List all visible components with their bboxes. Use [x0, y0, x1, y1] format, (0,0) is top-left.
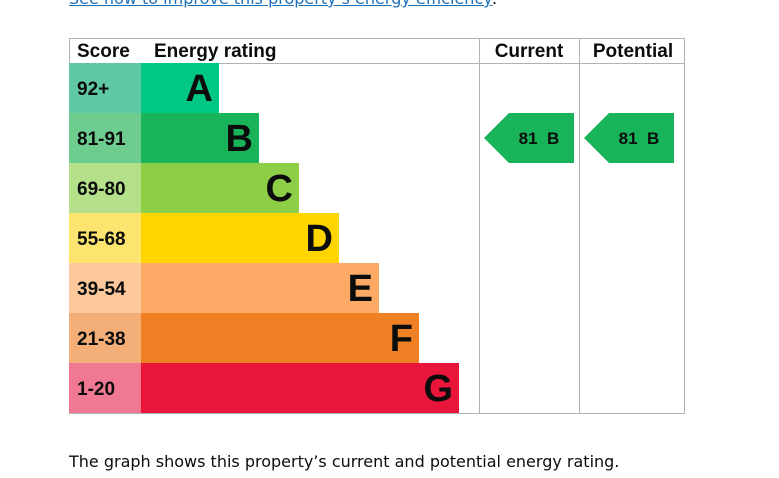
rating-letter: B — [226, 118, 253, 160]
rating-letter: F — [390, 318, 413, 360]
score-cell — [69, 313, 141, 363]
header-energy-rating: Energy rating — [154, 41, 276, 62]
rating-letter: C — [266, 168, 293, 210]
score-label: 1-20 — [77, 379, 115, 400]
rating-bands: 92+ A 81-91 B 69-80 C 55-68 D 39-54 E 21-38 F 1-20 G — [69, 63, 459, 413]
score-cell — [69, 163, 141, 213]
score-label: 21-38 — [77, 329, 126, 350]
current-rating-arrow — [484, 113, 574, 163]
rating-bar — [141, 263, 379, 313]
score-cell — [69, 263, 141, 313]
rating-indicators: 81 B 81 B — [484, 113, 674, 163]
current-rating-label: 81 B — [519, 129, 560, 148]
potential-rating-label: 81 B — [619, 129, 660, 148]
rating-bar — [141, 313, 419, 363]
header-current: Current — [495, 41, 564, 62]
rating-letter: D — [306, 218, 333, 260]
rating-letter: A — [186, 68, 213, 110]
rating-bar — [141, 363, 459, 413]
score-cell — [69, 113, 141, 163]
rating-bar — [141, 63, 219, 113]
improve-efficiency-link[interactable]: See how to improve this property’s energ… — [69, 0, 493, 8]
rating-bar — [141, 163, 299, 213]
score-cell — [69, 63, 141, 113]
score-label: 81-91 — [77, 129, 126, 150]
rating-letter: G — [423, 368, 453, 410]
link-suffix: . — [492, 0, 497, 8]
score-cell — [69, 213, 141, 263]
score-label: 69-80 — [77, 179, 126, 200]
potential-rating-arrow — [584, 113, 674, 163]
score-label: 55-68 — [77, 229, 126, 250]
score-label: 39-54 — [77, 279, 126, 300]
score-label: 92+ — [77, 79, 109, 100]
header-score: Score — [77, 41, 130, 62]
header-potential: Potential — [593, 41, 673, 62]
rating-letter: E — [348, 268, 373, 310]
rating-bar — [141, 113, 259, 163]
chart-caption: The graph shows this property’s current … — [69, 452, 620, 471]
rating-bar — [141, 213, 339, 263]
score-cell — [69, 363, 141, 413]
